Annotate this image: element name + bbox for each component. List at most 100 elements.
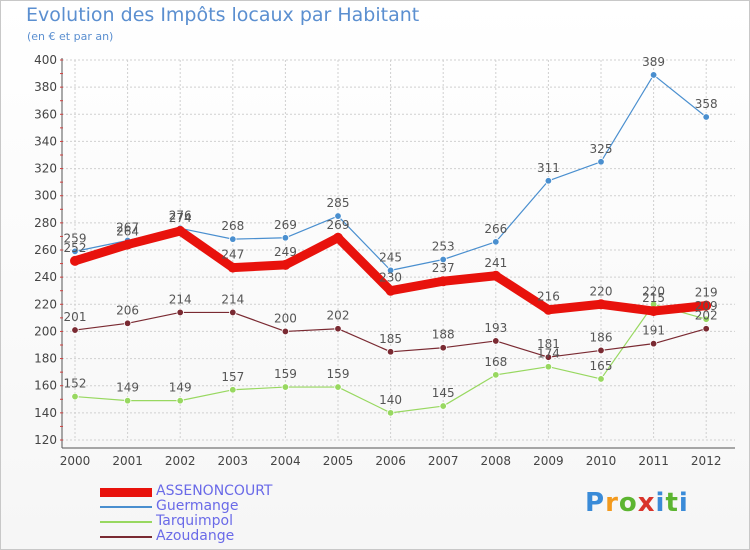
data-point xyxy=(281,383,290,391)
data-point xyxy=(490,270,501,281)
y-tick-label: 340 xyxy=(34,134,57,148)
x-tick-label: 2006 xyxy=(375,454,406,468)
logo-letter: t xyxy=(665,488,679,518)
data-label: 215 xyxy=(642,291,665,305)
data-label: 159 xyxy=(274,367,297,381)
data-point xyxy=(492,337,500,345)
data-label: 140 xyxy=(379,393,402,407)
data-label: 268 xyxy=(221,219,244,233)
x-tick-label: 2001 xyxy=(112,454,143,468)
data-label: 209 xyxy=(695,299,718,313)
data-point xyxy=(597,158,605,166)
y-tick-label: 320 xyxy=(34,162,57,176)
data-label: 219 xyxy=(695,286,718,300)
y-tick-label: 140 xyxy=(34,406,57,420)
data-label: 253 xyxy=(432,240,455,254)
data-label: 214 xyxy=(221,292,244,306)
data-point xyxy=(227,262,238,273)
y-tick-label: 160 xyxy=(34,379,57,393)
y-tick-label: 280 xyxy=(34,216,57,230)
chart-subtitle: (en € et par an) xyxy=(27,30,114,43)
data-point xyxy=(596,299,606,310)
data-point xyxy=(333,232,343,243)
data-point xyxy=(386,409,395,417)
data-label: 168 xyxy=(484,355,507,369)
data-point xyxy=(71,247,79,256)
data-point xyxy=(439,255,447,264)
logo-letter: i xyxy=(655,488,666,518)
y-tick-label: 300 xyxy=(34,189,57,203)
data-point xyxy=(123,319,132,327)
y-tick-label: 120 xyxy=(34,433,57,447)
data-label: 245 xyxy=(379,250,402,264)
data-point xyxy=(229,386,237,394)
data-label: 264 xyxy=(116,225,139,239)
data-label: 202 xyxy=(327,309,350,323)
legend-swatch xyxy=(100,506,152,508)
data-point xyxy=(702,315,710,323)
data-point xyxy=(544,177,553,185)
data-label: 269 xyxy=(327,218,350,232)
data-label: 285 xyxy=(327,196,350,210)
data-point xyxy=(649,339,658,348)
x-tick-label: 2011 xyxy=(638,454,669,468)
x-tick-label: 2002 xyxy=(165,454,196,468)
x-tick-label: 2010 xyxy=(586,454,617,468)
data-point xyxy=(281,234,290,242)
y-tick-label: 360 xyxy=(34,107,57,121)
proxiti-logo: Proxiti xyxy=(585,488,689,518)
x-tick-label: 2003 xyxy=(218,454,249,468)
y-tick-label: 240 xyxy=(34,270,57,284)
data-label: 165 xyxy=(590,359,613,373)
data-label: 149 xyxy=(169,381,192,395)
data-point xyxy=(439,344,447,352)
data-label: 174 xyxy=(537,347,560,361)
data-label: 311 xyxy=(537,161,560,175)
data-label: 276 xyxy=(169,208,192,222)
data-point xyxy=(334,383,342,391)
data-label: 186 xyxy=(590,330,613,344)
data-label: 181 xyxy=(537,337,560,351)
legend-swatch xyxy=(100,536,152,538)
data-label: 185 xyxy=(379,332,402,346)
data-label: 216 xyxy=(537,290,560,304)
x-tick-label: 2005 xyxy=(323,454,354,468)
y-tick-label: 220 xyxy=(34,297,57,311)
data-point xyxy=(175,226,186,236)
data-label: 389 xyxy=(642,55,665,69)
data-label: 241 xyxy=(484,256,507,270)
y-tick-label: 260 xyxy=(34,243,57,257)
data-label: 188 xyxy=(432,328,455,342)
data-point xyxy=(334,325,342,333)
data-label: 266 xyxy=(484,222,507,236)
data-label: 200 xyxy=(274,311,297,325)
y-tick-label: 200 xyxy=(34,324,57,338)
data-point xyxy=(544,363,553,371)
data-point xyxy=(229,235,237,243)
data-label: 191 xyxy=(642,324,665,338)
y-tick-label: 380 xyxy=(34,80,57,94)
data-label: 237 xyxy=(432,261,455,275)
data-point xyxy=(701,300,712,311)
data-label: 159 xyxy=(327,367,350,381)
data-point xyxy=(334,212,342,220)
logo-letter: x xyxy=(637,488,656,518)
data-label: 201 xyxy=(64,310,87,324)
data-label: 149 xyxy=(116,381,139,395)
data-point xyxy=(176,308,184,317)
data-label: 325 xyxy=(590,142,613,156)
legend-label: Azoudange xyxy=(156,528,235,544)
series-lines xyxy=(70,71,712,417)
x-tick-label: 2012 xyxy=(691,454,722,468)
x-tick-label: 2008 xyxy=(481,454,512,468)
data-label: 230 xyxy=(379,271,402,285)
data-point xyxy=(281,327,290,336)
legend-swatch xyxy=(100,521,152,523)
data-point xyxy=(438,276,449,287)
x-tick-label: 2000 xyxy=(60,454,91,468)
data-point xyxy=(71,392,79,401)
data-point xyxy=(385,285,396,296)
data-point xyxy=(386,348,395,356)
data-point xyxy=(122,239,133,250)
